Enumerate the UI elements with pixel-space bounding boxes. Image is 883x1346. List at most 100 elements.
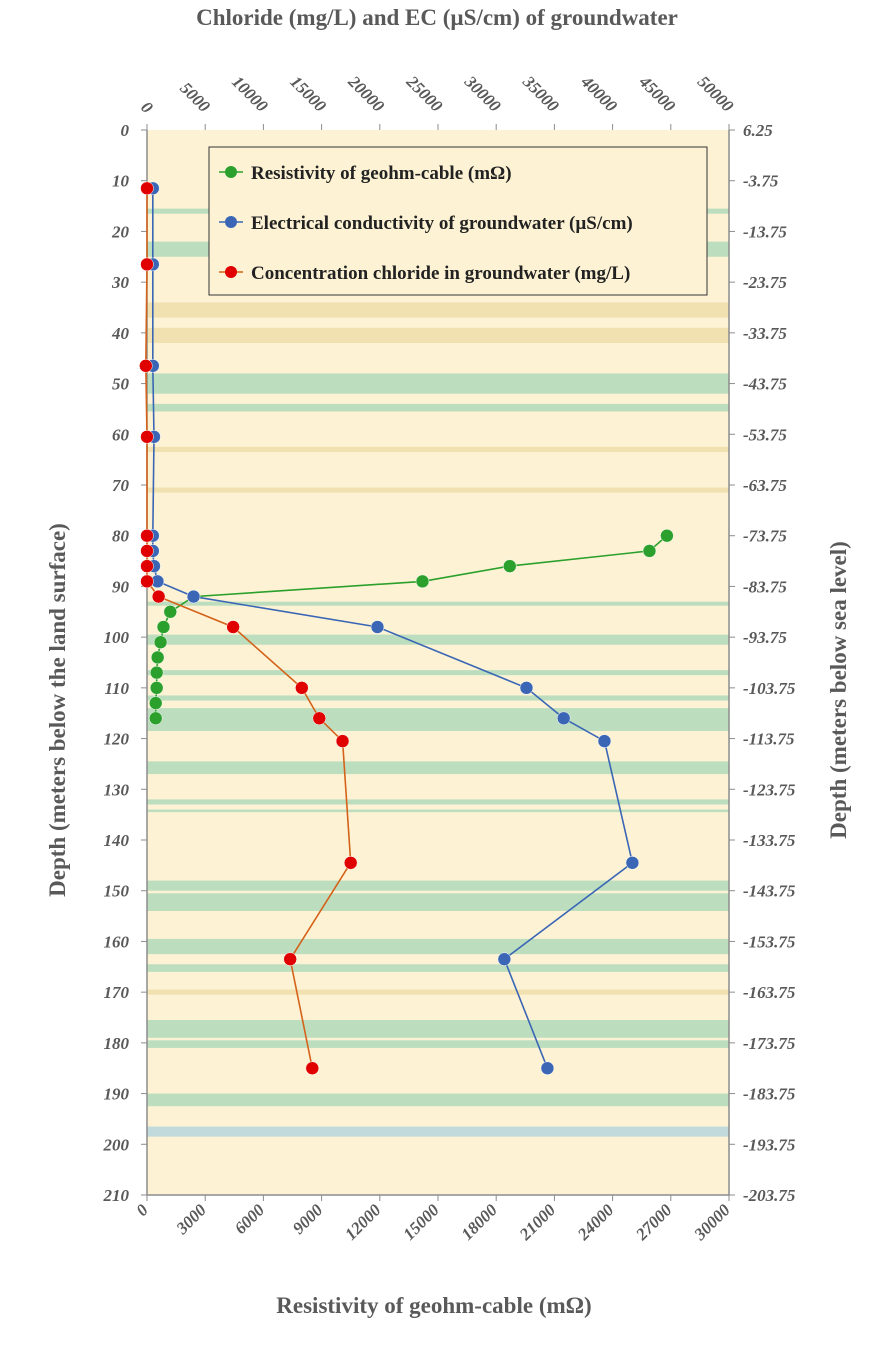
lithology-band: [147, 1126, 729, 1137]
series-point-1: [597, 734, 612, 748]
left-tick-label: 150: [104, 882, 130, 901]
series-point-2: [151, 589, 166, 604]
series-point-2: [139, 359, 153, 373]
bottom-tick-label: 24000: [573, 1200, 618, 1245]
series-point-2: [226, 620, 240, 634]
series-point-0: [149, 681, 164, 695]
series-point-0: [503, 559, 517, 573]
right-tick-label: -3.75: [743, 172, 779, 191]
right-tick-label: -23.75: [743, 273, 787, 292]
left-tick-label: 60: [112, 425, 130, 444]
right-tick-label: -13.75: [743, 222, 787, 241]
series-point-0: [642, 544, 657, 558]
lithology-band: [147, 880, 729, 891]
left-tick-label: 30: [111, 273, 130, 292]
right-tick-label: -193.75: [743, 1135, 796, 1154]
lithology-band: [147, 769, 729, 775]
series-point-1: [519, 681, 534, 695]
left-tick-label: 170: [104, 983, 130, 1002]
left-tick-label: 0: [121, 121, 130, 140]
left-tick-label: 80: [112, 527, 130, 546]
series-point-2: [140, 257, 154, 272]
series-point-0: [148, 711, 163, 726]
right-tick-label: -203.75: [743, 1186, 796, 1205]
left-tick-label: 20: [111, 222, 130, 241]
right-tick-label: -173.75: [743, 1034, 796, 1053]
series-point-1: [370, 620, 385, 634]
left-tick-label: 110: [104, 679, 129, 698]
legend-box: [208, 146, 708, 296]
right-tick-label: -113.75: [743, 730, 795, 749]
bottom-tick-label: 15000: [399, 1200, 443, 1244]
right-tick-label: -93.75: [743, 628, 787, 647]
bottom-tick-label: 18000: [458, 1200, 502, 1244]
lithology-band: [147, 799, 729, 805]
right-tick-label: -33.75: [743, 324, 787, 343]
series-point-0: [163, 605, 178, 619]
bottom-tick-label: 27000: [631, 1200, 676, 1245]
series-point-0: [415, 574, 430, 589]
right-tick-label: -43.75: [743, 375, 787, 394]
left-tick-label: 200: [103, 1135, 130, 1154]
left-tick-label: 210: [103, 1186, 130, 1205]
right-tick-label: -153.75: [743, 932, 796, 951]
series-point-2: [283, 952, 297, 966]
lithology-band: [147, 761, 729, 769]
lithology-band: [147, 1020, 729, 1038]
lithology-band: [147, 487, 729, 493]
series-point-2: [140, 430, 154, 444]
lithology-band: [147, 1040, 729, 1048]
series-point-0: [153, 635, 168, 649]
left-tick-label: 10: [112, 172, 130, 191]
bottom-tick-label: 0: [132, 1200, 152, 1220]
right-tick-label: -143.75: [743, 882, 796, 901]
top-tick-label: 15000: [286, 72, 330, 116]
top-axis-title: Chloride (mg/L) and EC (µS/cm) of ground…: [196, 5, 678, 30]
lithology-band: [147, 893, 729, 911]
lithology-band: [147, 373, 729, 394]
background-layer: [147, 130, 729, 1195]
top-tick-label: 30000: [460, 71, 505, 116]
series-point-1: [625, 856, 640, 870]
left-tick-label: 70: [112, 476, 130, 495]
series-point-2: [140, 544, 154, 558]
legend-label: Resistivity of geohm-cable (mΩ): [251, 163, 512, 184]
left-tick-label: 180: [104, 1034, 130, 1053]
lithology-band: [147, 327, 729, 343]
bottom-axis-title: Resistivity of geohm-cable (mΩ): [276, 1293, 591, 1318]
top-tick-label: 10000: [228, 72, 272, 116]
series-point-2: [140, 559, 154, 573]
bottom-tick-label: 6000: [231, 1200, 269, 1238]
series-point-2: [335, 734, 350, 748]
top-tick-label: 0: [137, 98, 157, 118]
left-tick-label: 50: [112, 375, 130, 394]
left-axis-title: Depth (meters below the land surface): [45, 523, 70, 897]
series-point-2: [140, 181, 154, 196]
series-point-2: [305, 1061, 320, 1075]
series-point-1: [540, 1061, 555, 1075]
left-tick-label: 40: [111, 324, 130, 343]
right-tick-label: 6.25: [743, 121, 773, 140]
series-point-0: [149, 665, 164, 680]
bottom-tick-label: 3000: [172, 1200, 211, 1239]
right-tick-label: -103.75: [743, 679, 796, 698]
lithology-band: [147, 938, 729, 955]
series-point-2: [343, 856, 358, 870]
top-tick-label: 50000: [694, 72, 738, 116]
lithology-band: [147, 670, 729, 676]
lithology-band: [147, 964, 729, 972]
left-tick-label: 100: [104, 628, 130, 647]
top-tick-label: 25000: [402, 71, 447, 116]
series-point-2: [140, 528, 154, 543]
legend-swatch-marker: [225, 216, 237, 228]
series-layer: [139, 181, 674, 1075]
right-axis-title: Depth (meters below sea level): [826, 541, 851, 839]
lithology-band: [147, 708, 729, 731]
bottom-tick-label: 9000: [289, 1200, 327, 1238]
top-tick-label: 45000: [635, 71, 680, 116]
series-point-0: [148, 696, 163, 710]
left-tick-label: 160: [104, 932, 130, 951]
right-tick-label: -123.75: [743, 780, 796, 799]
